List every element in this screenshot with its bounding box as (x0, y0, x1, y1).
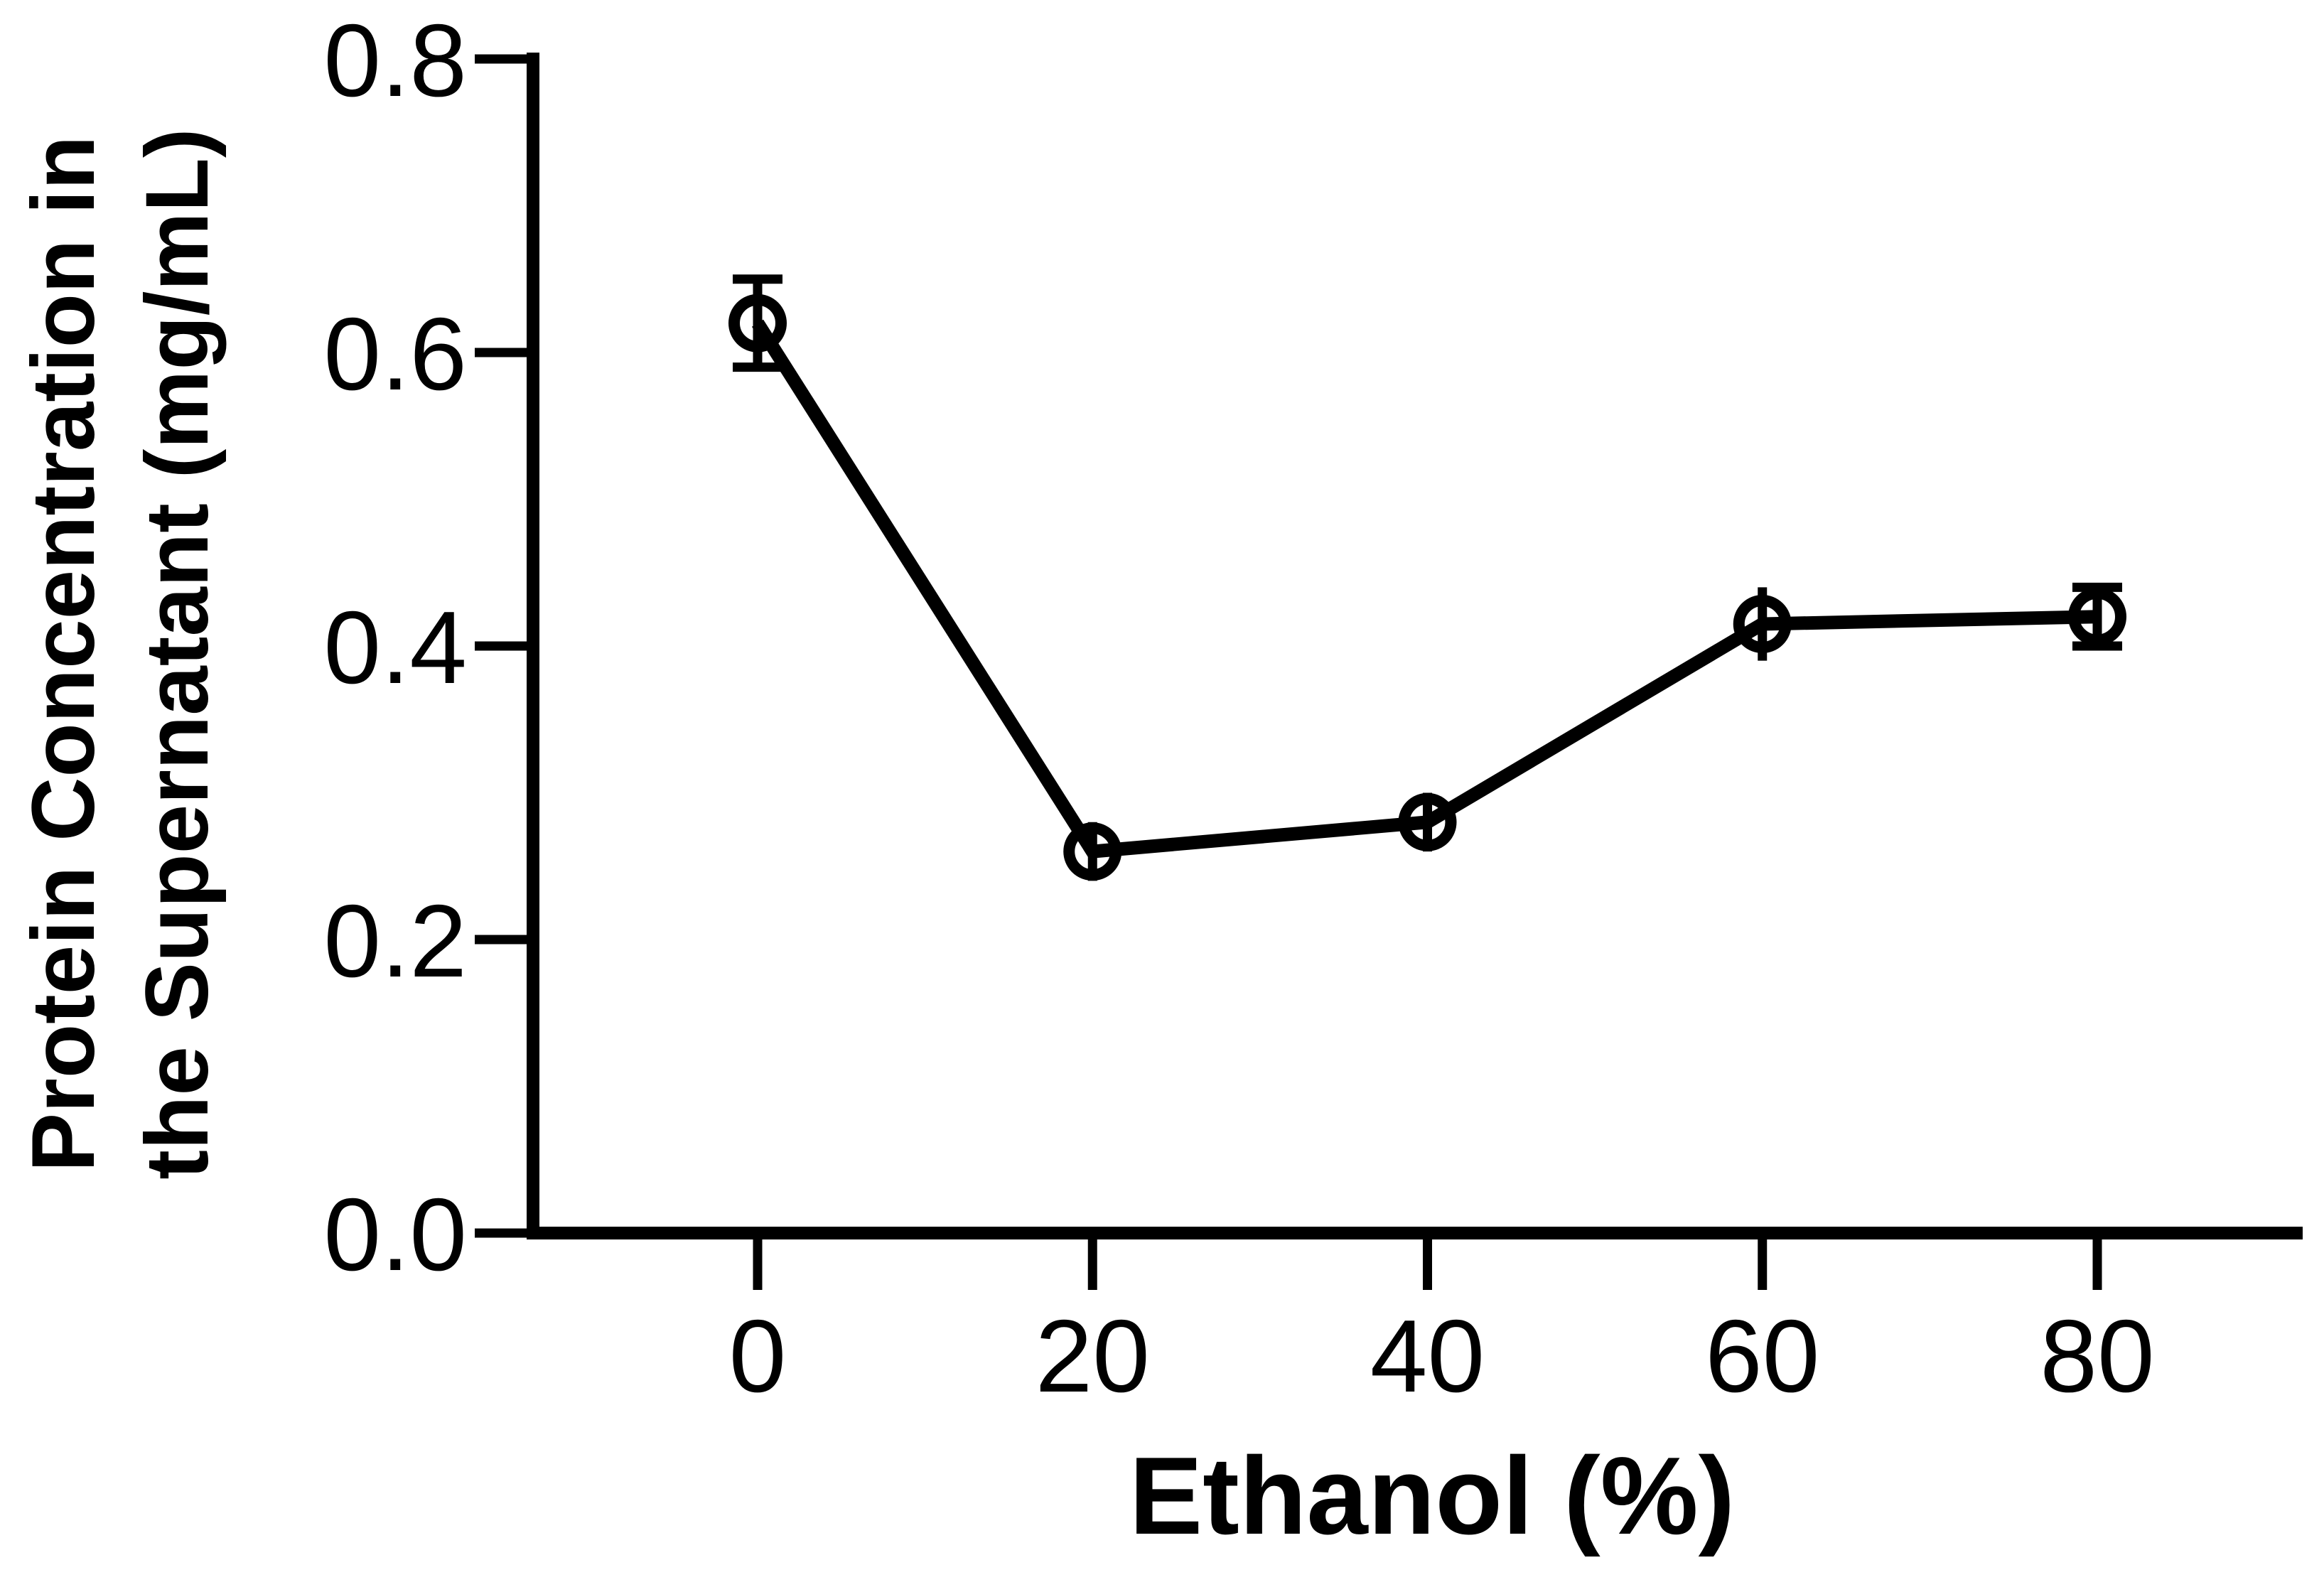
x-tick-label: 60 (1705, 1298, 1819, 1414)
y-axis-title-line-2: the Supernatant (mg/mL) (128, 128, 227, 1179)
x-tick-label: 80 (2040, 1298, 2154, 1414)
y-tick-label: 0.2 (323, 883, 467, 999)
y-tick-label: 0.0 (323, 1177, 467, 1292)
x-tick-label: 20 (1035, 1298, 1150, 1414)
x-tick-label: 0 (729, 1298, 787, 1414)
y-tick-label: 0.4 (323, 590, 467, 705)
data-point-marker (2068, 587, 2126, 646)
x-tick-label: 40 (1370, 1298, 1485, 1414)
data-point-marker (1398, 792, 1457, 851)
data-point-marker (1063, 822, 1122, 881)
y-tick-label: 0.6 (323, 296, 467, 411)
data-series-line (751, 319, 2098, 859)
y-tick-label: 0.8 (323, 3, 467, 118)
data-point-marker (1733, 595, 1792, 654)
data-point-marker (728, 294, 787, 353)
x-axis-title: Ethanol (%) (1129, 1434, 1735, 1557)
y-axis-title-line-1: Protein Concentration in (14, 136, 113, 1172)
